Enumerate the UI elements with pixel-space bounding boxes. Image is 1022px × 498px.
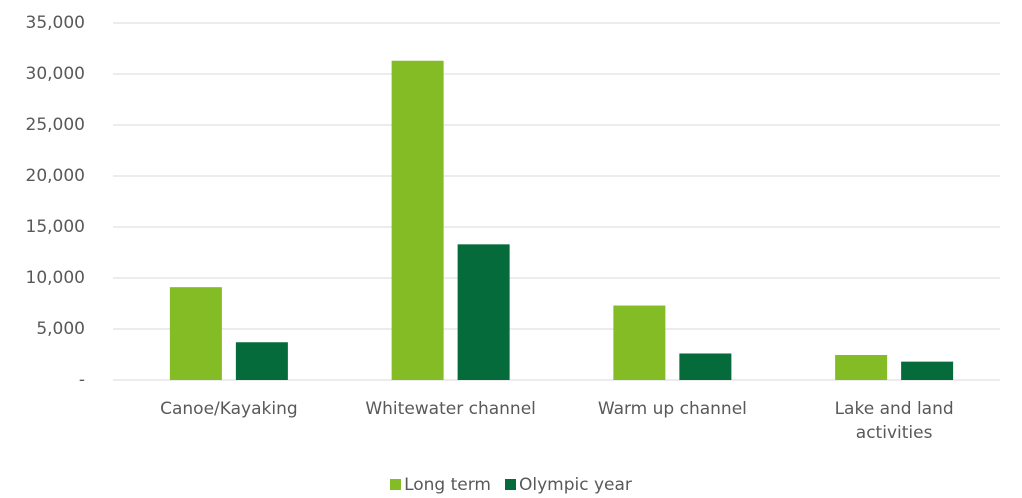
bar bbox=[613, 305, 666, 380]
bar bbox=[901, 361, 954, 380]
legend: Long term Olympic year bbox=[0, 475, 1022, 495]
y-tick-label: 30,000 bbox=[26, 64, 85, 84]
legend-label: Long term bbox=[404, 475, 491, 495]
bar bbox=[169, 287, 222, 380]
y-tick-label: - bbox=[79, 370, 85, 390]
x-tick-label: Canoe/Kayaking bbox=[160, 399, 298, 419]
legend-swatch bbox=[505, 479, 516, 490]
x-tick-label: Warm up channel bbox=[597, 399, 747, 419]
legend-label: Olympic year bbox=[519, 475, 632, 495]
y-tick-label: 35,000 bbox=[26, 13, 85, 33]
legend-item: Long term bbox=[390, 475, 491, 495]
y-tick-label: 10,000 bbox=[26, 268, 85, 288]
bar bbox=[457, 244, 510, 380]
x-tick-label: Lake and land activities bbox=[834, 399, 954, 443]
bar bbox=[391, 60, 444, 381]
legend-item: Olympic year bbox=[505, 475, 632, 495]
y-tick-label: 5,000 bbox=[36, 319, 85, 339]
y-tick-label: 15,000 bbox=[26, 217, 85, 237]
y-tick-label: 25,000 bbox=[26, 115, 85, 135]
bar bbox=[835, 355, 888, 380]
bar bbox=[235, 342, 288, 380]
x-tick-label: Whitewater channel bbox=[365, 399, 536, 419]
bar bbox=[679, 353, 732, 380]
legend-swatch bbox=[390, 479, 402, 490]
y-tick-label: 20,000 bbox=[26, 166, 85, 186]
